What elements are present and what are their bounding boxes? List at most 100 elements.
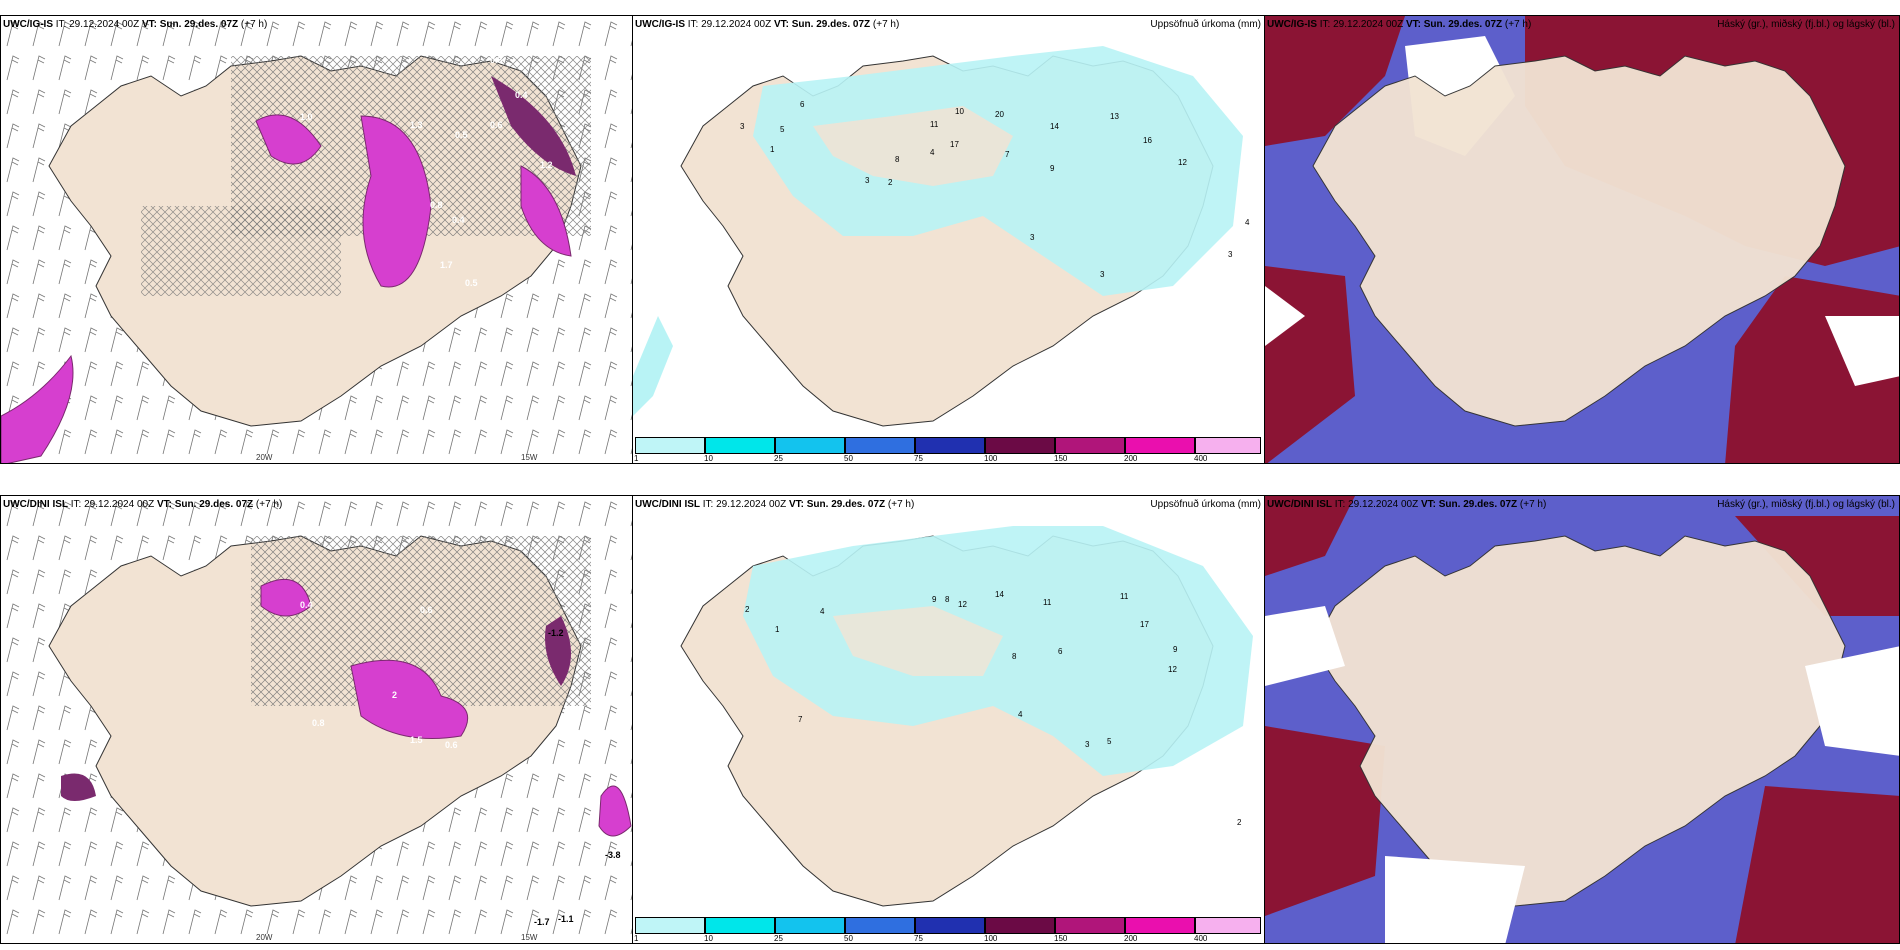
precip-value: 14 bbox=[1050, 122, 1059, 131]
lon-label-15w: 15W bbox=[521, 933, 538, 942]
colorbar: 1 10 25 50 75 100 150 200 400 bbox=[633, 437, 1265, 463]
map-top-precip bbox=[633, 46, 1243, 427]
snow-value: 0.3 bbox=[490, 55, 503, 65]
snow-value: 0.6 bbox=[445, 740, 458, 750]
snow-value: 0.8 bbox=[312, 718, 325, 728]
precip-value: 9 bbox=[1173, 645, 1178, 654]
colorbar-label: 200 bbox=[1124, 454, 1138, 463]
precip-value: 4 bbox=[930, 148, 935, 157]
snow-value: -1.1 bbox=[558, 914, 574, 924]
precip-value: 2 bbox=[1237, 818, 1242, 827]
panel-header: UWC/IG-IS IT: 29.12.2024 00Z VT: Sun. 29… bbox=[1267, 19, 1532, 30]
precip-value: 5 bbox=[1107, 737, 1112, 746]
colorbar-seg bbox=[1125, 917, 1195, 934]
precip-value: 2 bbox=[888, 178, 893, 187]
panel-header: UWC/DINI ISL IT: 29.12.2024 00Z VT: Sun.… bbox=[3, 499, 283, 510]
colorbar-seg bbox=[1195, 917, 1261, 934]
panel-top-precip: UWC/IG-IS IT: 29.12.2024 00Z VT: Sun. 29… bbox=[632, 15, 1266, 464]
colorbar-label: 50 bbox=[844, 934, 853, 943]
panel-bottom-precip: UWC/DINI ISL IT: 29.12.2024 00Z VT: Sun.… bbox=[632, 495, 1266, 944]
snow-value: 0.4 bbox=[515, 90, 528, 100]
colorbar-seg bbox=[845, 917, 915, 934]
colorbar-label: 50 bbox=[844, 454, 853, 463]
panel-header: UWC/DINI ISL IT: 29.12.2024 00Z VT: Sun.… bbox=[1267, 499, 1547, 510]
colorbar-label: 1 bbox=[634, 934, 639, 943]
colorbar-seg bbox=[705, 437, 775, 454]
colorbar-seg bbox=[1055, 437, 1125, 454]
precip-value: 6 bbox=[800, 100, 805, 109]
colorbar-label: 100 bbox=[984, 934, 998, 943]
colorbar-seg bbox=[1125, 437, 1195, 454]
colorbar-label: 400 bbox=[1194, 454, 1208, 463]
precip-value: 12 bbox=[958, 600, 967, 609]
precip-value: 3 bbox=[865, 176, 870, 185]
precip-value: 5 bbox=[780, 125, 785, 134]
colorbar-label: 200 bbox=[1124, 934, 1138, 943]
precip-value: 9 bbox=[932, 595, 937, 604]
panel-right-title: Uppsöfnuð úrkoma (mm) bbox=[1150, 499, 1261, 510]
map-bottom-clouds bbox=[1265, 496, 1899, 943]
precip-value: 2 bbox=[745, 605, 750, 614]
precip-value: 11 bbox=[1043, 598, 1052, 607]
panel-header: UWC/DINI ISL IT: 29.12.2024 00Z VT: Sun.… bbox=[635, 499, 915, 510]
map-bottom-wind-snow bbox=[1, 496, 633, 943]
colorbar-label: 10 bbox=[704, 934, 713, 943]
colorbar-label: 10 bbox=[704, 454, 713, 463]
precip-value: 9 bbox=[1050, 164, 1055, 173]
precip-value: 12 bbox=[1178, 158, 1187, 167]
colorbar-seg bbox=[985, 437, 1055, 454]
snow-value: 2 bbox=[392, 690, 398, 700]
colorbar-seg bbox=[635, 437, 705, 454]
panel-right-title: Háský (gr.), miðský (fj.bl.) og lágský (… bbox=[1717, 19, 1895, 30]
precip-value: 3 bbox=[1085, 740, 1090, 749]
precip-value: 8 bbox=[1012, 652, 1017, 661]
precip-value: 11 bbox=[930, 120, 939, 129]
precip-value: 4 bbox=[1245, 218, 1250, 227]
snow-value: -3.8 bbox=[605, 850, 621, 860]
precip-value: 7 bbox=[1005, 150, 1010, 159]
snow-value: 1.5 bbox=[410, 735, 423, 745]
precip-value: 3 bbox=[740, 122, 745, 131]
precip-value: 17 bbox=[950, 140, 959, 149]
panel-top-clouds: UWC/IG-IS IT: 29.12.2024 00Z VT: Sun. 29… bbox=[1264, 15, 1900, 464]
precip-value: 14 bbox=[995, 590, 1004, 599]
lon-label-20w: 20W bbox=[256, 453, 273, 462]
snow-value: 0.4 bbox=[300, 600, 313, 610]
precip-value: 12 bbox=[1168, 665, 1177, 674]
panel-bottom-wind-snow: UWC/DINI ISL IT: 29.12.2024 00Z VT: Sun.… bbox=[0, 495, 634, 944]
snow-value: 0.5 bbox=[465, 278, 478, 288]
precip-value: 7 bbox=[798, 715, 803, 724]
snow-value: 1.0 bbox=[300, 112, 313, 122]
colorbar-seg bbox=[1195, 437, 1261, 454]
colorbar-seg bbox=[985, 917, 1055, 934]
snow-value: 1.3 bbox=[410, 120, 423, 130]
snow-value: 0.6 bbox=[420, 605, 433, 615]
precip-value: 16 bbox=[1143, 136, 1152, 145]
colorbar-seg bbox=[1055, 917, 1125, 934]
colorbar-seg bbox=[775, 917, 845, 934]
colorbar-seg bbox=[915, 917, 985, 934]
precip-value: 1 bbox=[770, 145, 775, 154]
precip-value: 6 bbox=[1058, 647, 1063, 656]
precip-value: 11 bbox=[1120, 592, 1129, 601]
panel-header: UWC/IG-IS IT: 29.12.2024 00Z VT: Sun. 29… bbox=[3, 19, 268, 30]
colorbar-label: 75 bbox=[914, 454, 923, 463]
panel-bottom-clouds: UWC/DINI ISL IT: 29.12.2024 00Z VT: Sun.… bbox=[1264, 495, 1900, 944]
map-top-wind-snow bbox=[1, 16, 633, 463]
colorbar-label: 150 bbox=[1054, 454, 1068, 463]
colorbar-label: 25 bbox=[774, 454, 783, 463]
precip-value: 17 bbox=[1140, 620, 1149, 629]
lon-label-20w: 20W bbox=[256, 933, 273, 942]
colorbar: 1 10 25 50 75 100 150 200 400 bbox=[633, 917, 1265, 943]
panel-top-wind-snow: UWC/IG-IS IT: 29.12.2024 00Z VT: Sun. 29… bbox=[0, 15, 634, 464]
iceland-land bbox=[1312, 535, 1846, 907]
precip-value: 3 bbox=[1228, 250, 1233, 259]
colorbar-label: 150 bbox=[1054, 934, 1068, 943]
colorbar-seg bbox=[915, 437, 985, 454]
precip-value: 20 bbox=[995, 110, 1004, 119]
colorbar-seg bbox=[845, 437, 915, 454]
precip-value: 8 bbox=[895, 155, 900, 164]
precip-value: 4 bbox=[820, 607, 825, 616]
precip-value: 1 bbox=[775, 625, 780, 634]
panel-header: UWC/IG-IS IT: 29.12.2024 00Z VT: Sun. 29… bbox=[635, 19, 900, 30]
